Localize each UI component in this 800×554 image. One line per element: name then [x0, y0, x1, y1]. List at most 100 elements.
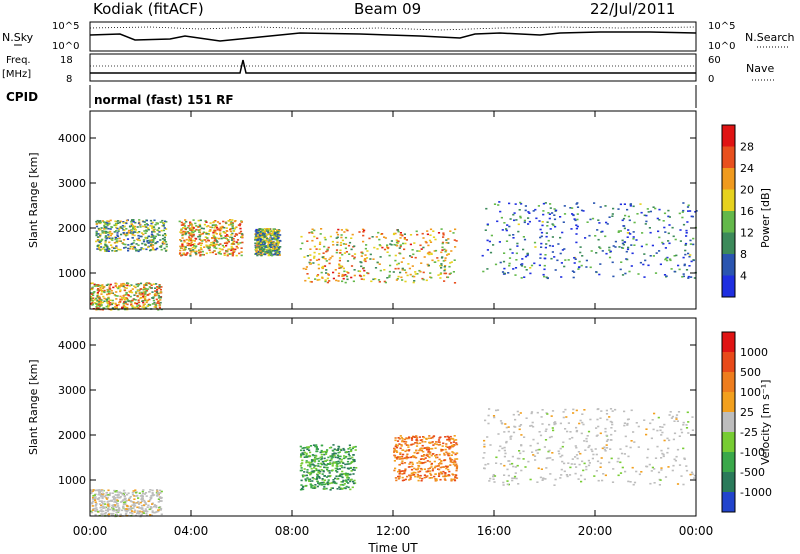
data-cell — [350, 237, 353, 239]
data-cell — [353, 253, 357, 255]
data-cell — [660, 467, 663, 469]
data-cell — [342, 447, 345, 450]
data-cell — [304, 478, 307, 480]
data-cell — [340, 481, 343, 483]
data-cell — [320, 451, 324, 453]
data-cell — [334, 269, 337, 271]
data-cell — [627, 480, 630, 483]
data-cell — [412, 253, 415, 256]
data-cell — [605, 409, 608, 412]
data-cell — [202, 227, 205, 230]
data-cell — [683, 458, 686, 460]
data-cell — [119, 492, 123, 494]
data-cell — [114, 285, 117, 287]
data-cell — [428, 253, 431, 256]
data-cell — [342, 462, 345, 464]
data-cell — [90, 510, 93, 513]
data-cell — [147, 242, 150, 244]
data-cell — [255, 250, 258, 253]
data-cell — [272, 229, 276, 231]
data-cell — [141, 293, 144, 295]
data-cell — [536, 442, 539, 445]
colorbar-tick-label: 20 — [740, 184, 754, 197]
data-cell — [231, 237, 234, 240]
data-cell — [138, 292, 141, 294]
data-cell — [393, 450, 396, 452]
data-cell — [393, 455, 397, 457]
data-cell — [614, 430, 617, 432]
data-cell — [213, 246, 216, 249]
data-cell — [336, 456, 339, 459]
data-cell — [263, 228, 266, 230]
data-cell — [580, 209, 584, 212]
data-cell — [133, 285, 136, 287]
data-cell — [397, 230, 400, 233]
data-cell — [273, 228, 276, 230]
data-cell — [608, 461, 611, 464]
data-cell — [573, 463, 576, 465]
data-cell — [314, 464, 318, 467]
data-cell — [326, 449, 329, 451]
data-cell — [540, 246, 543, 248]
data-cell — [441, 256, 444, 258]
data-cell — [226, 235, 230, 237]
data-cell — [394, 267, 397, 270]
data-cell — [388, 274, 391, 277]
data-cell — [434, 473, 437, 475]
data-cell — [138, 239, 141, 242]
data-cell — [553, 423, 556, 426]
data-cell — [107, 296, 110, 299]
data-cell — [236, 247, 239, 249]
data-cell — [536, 481, 539, 483]
colorbar-swatch — [722, 211, 735, 233]
data-cell — [316, 475, 319, 478]
data-cell — [645, 220, 648, 223]
data-cell — [353, 274, 356, 277]
data-cell — [520, 203, 523, 205]
data-cell — [132, 501, 135, 504]
data-cell — [139, 293, 142, 296]
data-cell — [643, 419, 646, 421]
data-cell — [262, 248, 265, 251]
data-cell — [362, 278, 365, 281]
data-cell — [530, 264, 534, 267]
data-cell — [305, 460, 308, 462]
data-cell — [416, 473, 419, 476]
data-cell — [107, 234, 110, 236]
data-cell — [657, 471, 661, 474]
data-cell — [144, 298, 147, 300]
data-cell — [533, 455, 537, 457]
data-cell — [452, 463, 455, 466]
data-cell — [327, 470, 330, 472]
data-cell — [140, 507, 143, 510]
data-cell — [564, 408, 567, 411]
data-cell — [303, 468, 306, 470]
data-cell — [107, 489, 110, 492]
data-cell — [532, 210, 535, 212]
data-cell — [418, 460, 421, 463]
data-cell — [98, 500, 101, 502]
data-cell — [437, 441, 440, 443]
data-cell — [180, 240, 183, 242]
data-cell — [483, 452, 486, 454]
data-cell — [189, 237, 193, 240]
data-cell — [549, 228, 552, 230]
data-cell — [323, 466, 326, 469]
data-cell — [336, 233, 340, 236]
data-cell — [432, 435, 436, 437]
data-cell — [99, 490, 103, 492]
data-cell — [158, 304, 161, 307]
data-cell — [322, 470, 325, 473]
data-cell — [132, 502, 135, 505]
data-cell — [599, 432, 602, 435]
data-cell — [640, 471, 643, 473]
data-cell — [522, 450, 525, 453]
data-cell — [633, 481, 637, 484]
data-cell — [623, 203, 626, 205]
data-cell — [434, 447, 437, 449]
data-cell — [128, 247, 132, 250]
data-cell — [669, 259, 672, 262]
data-cell — [107, 506, 110, 508]
data-cell — [308, 454, 311, 457]
data-cell — [145, 512, 148, 515]
